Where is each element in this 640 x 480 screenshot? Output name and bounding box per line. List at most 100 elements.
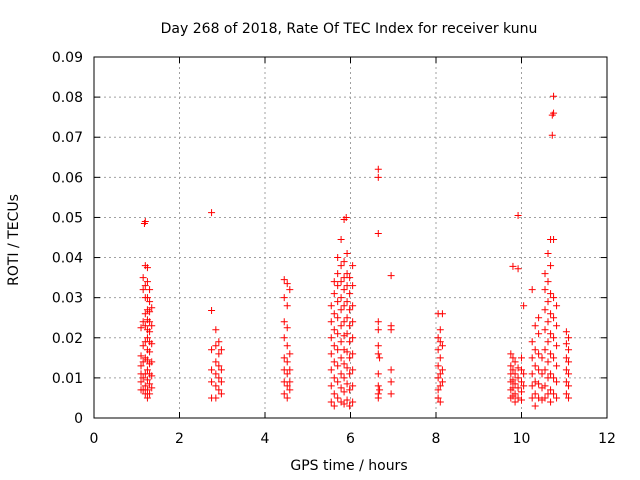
data-point xyxy=(212,358,220,366)
data-point xyxy=(434,346,442,354)
data-point xyxy=(514,265,522,273)
data-point xyxy=(550,109,558,117)
data-point xyxy=(436,382,444,390)
x-tick-label: 2 xyxy=(175,431,184,447)
data-point xyxy=(374,318,382,326)
data-point xyxy=(436,398,444,406)
data-point xyxy=(528,338,536,346)
data-point xyxy=(531,390,539,398)
data-point xyxy=(337,384,345,392)
data-point xyxy=(283,280,291,288)
data-point xyxy=(514,384,522,392)
data-point xyxy=(330,342,338,350)
data-point xyxy=(146,318,154,326)
data-point xyxy=(547,290,555,298)
data-point xyxy=(215,338,223,346)
data-point xyxy=(146,390,154,398)
data-point xyxy=(518,366,525,374)
y-tick-labels: 0 0.01 0.02 0.03 0.04 0.05 0.06 0.07 0.08 0.09 xyxy=(52,50,83,427)
data-point xyxy=(374,229,382,237)
data-point xyxy=(541,270,549,278)
data-point xyxy=(507,350,515,358)
data-point xyxy=(280,334,288,342)
x-tick-label: 6 xyxy=(346,431,355,447)
data-point xyxy=(509,376,517,384)
data-point xyxy=(141,382,149,390)
data-point xyxy=(349,334,357,342)
data-point xyxy=(518,388,525,396)
data-point xyxy=(562,378,570,386)
data-points xyxy=(137,92,573,410)
x-tick-label: 8 xyxy=(432,431,441,447)
data-point xyxy=(541,326,549,334)
data-point xyxy=(550,374,558,382)
data-point xyxy=(346,290,354,298)
data-point xyxy=(438,378,446,386)
data-point xyxy=(434,334,442,342)
data-point xyxy=(143,356,151,364)
data-point xyxy=(337,322,345,330)
data-point xyxy=(343,298,351,306)
data-point xyxy=(139,286,147,294)
data-point xyxy=(143,264,151,272)
data-point xyxy=(286,378,294,386)
data-point xyxy=(286,286,294,294)
data-point xyxy=(148,322,156,330)
data-point xyxy=(550,294,558,302)
data-point xyxy=(550,390,558,398)
data-point xyxy=(337,354,345,362)
data-point xyxy=(340,360,348,368)
data-point xyxy=(535,330,543,338)
data-point xyxy=(146,286,154,294)
y-tick-label: 0.05 xyxy=(52,210,83,226)
data-point xyxy=(562,366,570,374)
data-point xyxy=(280,354,288,362)
data-point xyxy=(208,346,216,354)
data-point xyxy=(346,354,354,362)
data-point xyxy=(376,386,384,394)
data-point xyxy=(550,334,558,342)
y-tick-label: 0.08 xyxy=(52,90,83,106)
data-point xyxy=(327,398,335,406)
data-point xyxy=(535,350,543,358)
data-point xyxy=(330,310,338,318)
y-tick-label: 0.03 xyxy=(52,291,83,307)
data-point xyxy=(565,334,573,342)
data-point xyxy=(547,370,555,378)
data-point xyxy=(544,358,552,366)
data-point xyxy=(327,334,335,342)
data-point xyxy=(531,346,539,354)
data-point xyxy=(283,358,291,366)
data-point xyxy=(208,307,216,315)
data-point xyxy=(518,396,525,404)
data-point xyxy=(438,342,446,350)
data-point xyxy=(139,374,147,382)
data-point xyxy=(374,173,382,181)
data-point xyxy=(436,326,444,334)
data-point xyxy=(436,354,444,362)
data-point xyxy=(434,386,442,394)
data-point xyxy=(349,318,357,326)
data-point xyxy=(340,374,348,382)
data-point xyxy=(434,374,442,382)
x-tick-label: 0 xyxy=(90,431,99,447)
data-point xyxy=(346,402,354,410)
data-point xyxy=(283,394,291,402)
data-point xyxy=(550,92,558,100)
data-point xyxy=(565,370,573,378)
x-tick-labels: 0 2 4 6 8 10 12 xyxy=(90,431,616,447)
y-axis-label: ROTI / TECUs xyxy=(6,194,22,286)
data-point xyxy=(550,236,558,244)
data-point xyxy=(280,318,288,326)
data-point xyxy=(143,278,151,286)
data-point xyxy=(342,213,350,221)
data-point xyxy=(337,294,345,302)
data-point xyxy=(212,342,220,350)
data-point xyxy=(528,354,536,362)
data-point xyxy=(215,350,223,358)
data-point xyxy=(343,270,351,278)
data-point xyxy=(286,350,294,358)
data-point xyxy=(337,338,345,346)
data-point xyxy=(217,366,225,374)
chart-title: Day 268 of 2018, Rate Of TEC Index for r… xyxy=(161,21,538,37)
